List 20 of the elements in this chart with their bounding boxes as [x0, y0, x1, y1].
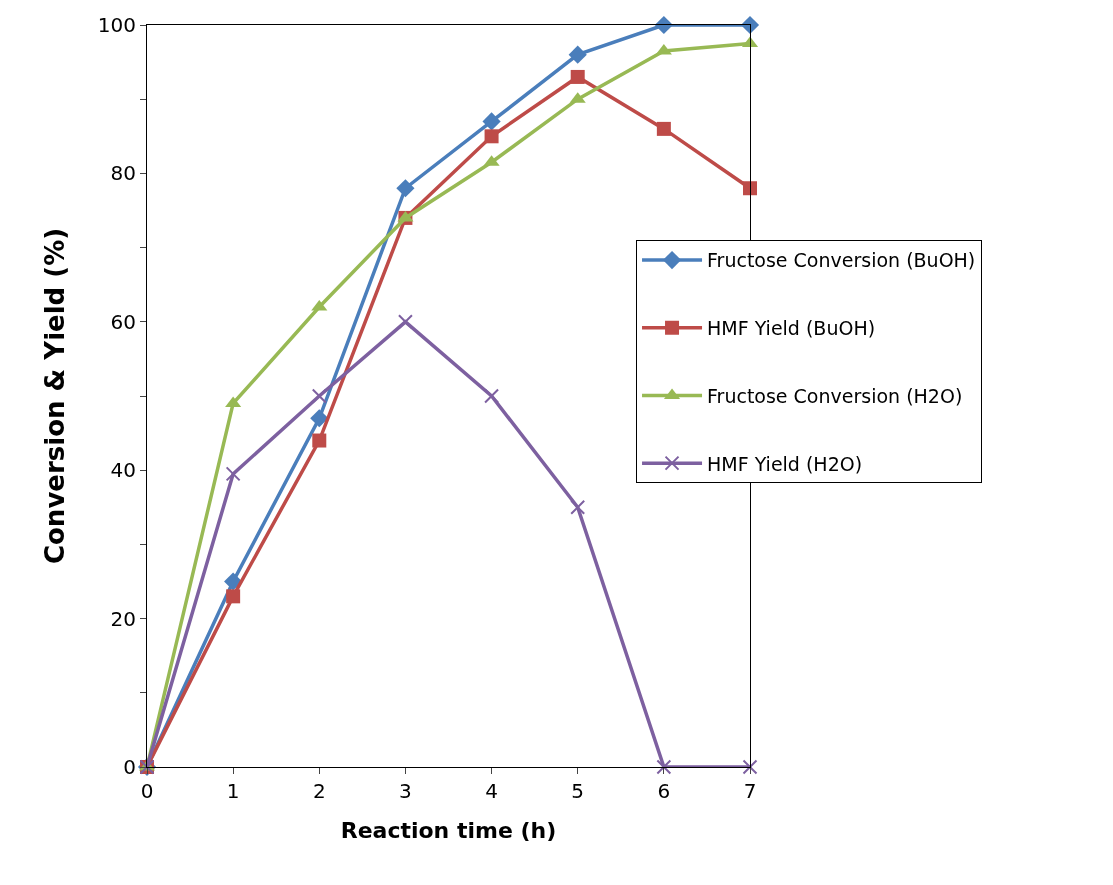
y-tick-label: 40 [110, 458, 136, 483]
x-tick-label: 1 [226, 779, 240, 803]
legend-label: HMF Yield (BuOH) [707, 317, 876, 340]
x-tick-label: 4 [485, 779, 498, 803]
y-tick-label: 0 [123, 755, 136, 779]
x-tick-label: 7 [743, 779, 757, 803]
legend-label: Fructose Conversion (H2O) [707, 384, 963, 407]
y-tick-label: 20 [110, 606, 136, 631]
x-tick-label: 0 [140, 779, 154, 803]
x-tick-label: 3 [399, 779, 412, 803]
legend-label: Fructose Conversion (BuOH) [707, 249, 976, 272]
y-tick-label: 60 [110, 309, 136, 334]
x-tick-label: 6 [657, 779, 671, 803]
y-tick-label: 80 [110, 161, 136, 186]
x-tick-label: 5 [571, 779, 585, 803]
y-axis-title: Conversion & Yield (%) [40, 227, 71, 565]
x-tick-label: 2 [312, 779, 326, 803]
x-axis-title: Reaction time (h) [340, 817, 557, 843]
y-tick-label: 100 [97, 13, 136, 37]
legend-label: HMF Yield (H2O) [707, 452, 863, 475]
